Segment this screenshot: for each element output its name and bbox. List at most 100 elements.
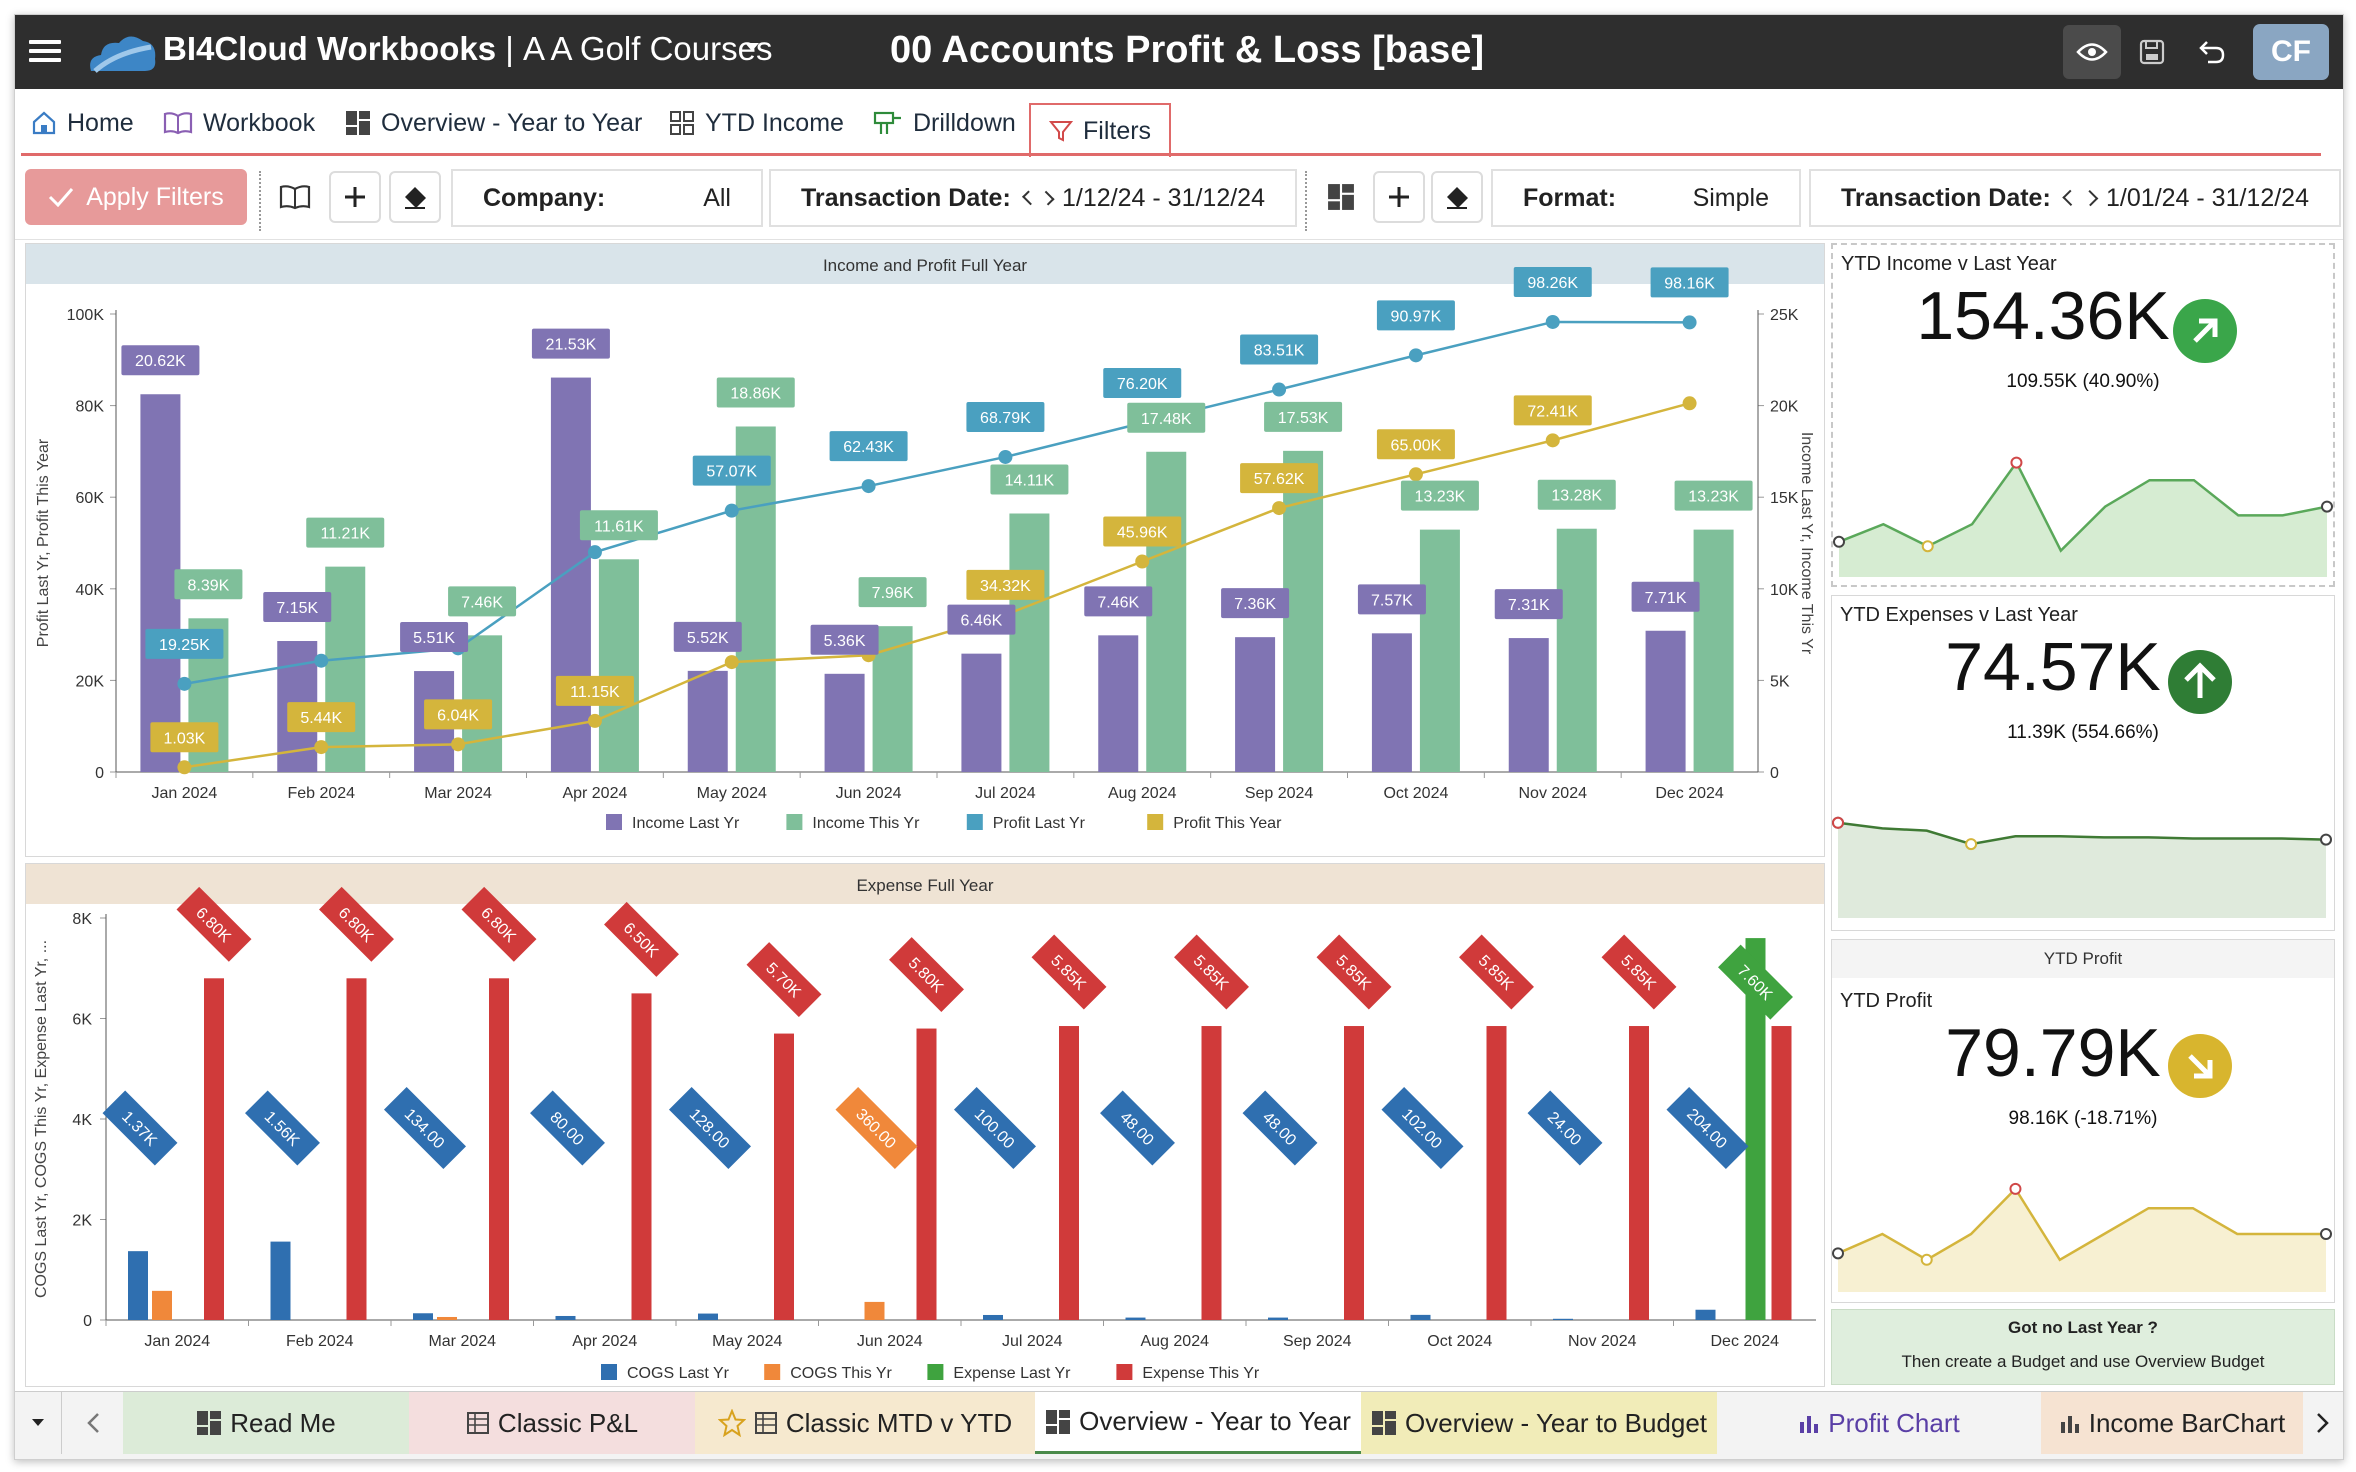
app-name: BI4Cloud Workbooks — [163, 30, 497, 67]
x-tick-label: Jun 2024 — [836, 785, 902, 802]
company-filter-value: All — [703, 183, 731, 212]
expense-chart: Expense Full Year 0 2K 4K 6K 8K COGS Last Yr, … — [26, 864, 1824, 1382]
sheet-tab-classic-pl[interactable]: Classic P&L — [409, 1392, 695, 1454]
prev-date-icon[interactable] — [1021, 190, 1037, 206]
cogs-this-yr-label-group: 360.00 — [835, 1086, 918, 1170]
transaction-date-filter-2[interactable]: Transaction Date: 1/01/24 - 31/12/24 — [1809, 169, 2341, 227]
expense-this-yr-bar — [916, 1028, 937, 1320]
sheet-tab-read-me[interactable]: Read Me — [123, 1392, 409, 1454]
layout-button[interactable] — [1315, 171, 1367, 223]
tab-overview-label: Overview - Year to Year — [381, 108, 643, 137]
user-avatar[interactable]: CF — [2253, 24, 2329, 80]
sheet-tab-label: Profit Chart — [1828, 1407, 1960, 1438]
expense-panel: Expense Full Year 0 2K 4K 6K 8K COGS Last Yr, … — [25, 863, 1825, 1387]
arrow-up-icon — [2168, 650, 2232, 714]
view-button[interactable] — [2063, 25, 2121, 79]
cogs-last-yr-label-group: 204.00 — [1666, 1086, 1749, 1170]
tab-drilldown[interactable]: Drilldown — [873, 99, 1016, 147]
income-this-yr-label-box — [1264, 401, 1343, 432]
sparkline-line — [1838, 460, 2328, 553]
income-last-yr-label-box — [810, 624, 879, 655]
x-tick-label: Oct 2024 — [1427, 1333, 1492, 1350]
profit-this-year-label: 45.96K — [1117, 525, 1168, 542]
profit-last-yr-label-box — [1376, 300, 1455, 331]
sheet-tab-profit-chart[interactable]: Profit Chart — [1717, 1392, 2041, 1454]
tab-ytd-income[interactable]: YTD Income — [669, 99, 844, 147]
chevron-right-icon — [2317, 1413, 2329, 1433]
scroll-right-button[interactable] — [2303, 1392, 2343, 1454]
profit-this-year-point — [1135, 554, 1150, 569]
table-icon — [754, 1412, 777, 1434]
arrow-down-right-icon — [2168, 1034, 2232, 1098]
tab-overview-year-to-year[interactable]: Overview - Year to Year — [345, 99, 642, 147]
profit-last-yr-label: 98.16K — [1664, 275, 1715, 292]
scroll-left-button[interactable] — [61, 1392, 123, 1454]
y-tick-label: 2K — [72, 1213, 92, 1230]
income-last-yr-bar — [1645, 630, 1686, 772]
add-filter-button[interactable] — [329, 171, 381, 223]
y-tick-label: 4K — [72, 1112, 92, 1129]
sheet-tab-income-barchart[interactable]: Income BarChart — [2041, 1392, 2303, 1454]
income-last-yr-label: 7.31K — [1508, 597, 1550, 614]
cogs-last-yr-bar — [1695, 1309, 1716, 1320]
app-title[interactable]: BI4Cloud Workbooks | A A Golf Courses — [163, 30, 772, 68]
profit-this-year-label-box — [1240, 463, 1319, 494]
profit-this-year-label-box — [424, 699, 493, 730]
bookmark-button[interactable] — [269, 171, 321, 223]
sparkline-end-point — [2320, 1228, 2332, 1240]
profit-last-yr-point — [1408, 348, 1423, 363]
expense-this-yr-label-group: 5.85K — [1316, 934, 1392, 1010]
budget-note[interactable]: Got no Last Year ? Then create a Budget … — [1831, 1309, 2335, 1385]
company-dropdown-icon[interactable] — [745, 43, 759, 51]
next-date-icon[interactable] — [1040, 190, 1056, 206]
dashboard-icon — [1046, 1409, 1071, 1434]
legend-label: Income This Yr — [812, 815, 920, 832]
income-this-yr-label: 14.11K — [1005, 473, 1055, 490]
clear-filter-button[interactable] — [389, 171, 441, 223]
expense-this-yr-bar — [774, 1033, 794, 1320]
profit-sparkline — [1832, 1182, 2332, 1292]
transaction-date-filter[interactable]: Transaction Date: 1/12/24 - 31/12/24 — [769, 169, 1297, 227]
title-bar: BI4Cloud Workbooks | A A Golf Courses 00… — [15, 15, 2343, 89]
apply-filters-button[interactable]: Apply Filters — [25, 169, 247, 225]
sheet-menu-button[interactable] — [15, 1392, 61, 1454]
tab-workbook[interactable]: Workbook — [163, 99, 315, 147]
tab-home[interactable]: Home — [31, 99, 134, 147]
company-name: A A Golf Courses — [523, 30, 773, 67]
cogs-last-yr-label-box — [530, 1090, 605, 1166]
clear-filter-button-2[interactable] — [1431, 171, 1483, 223]
sheet-tab-overview-year-to-budget[interactable]: Overview - Year to Budget — [1361, 1392, 1717, 1454]
add-filter-button-2[interactable] — [1373, 171, 1425, 223]
sheet-tab-overview-year-to-year[interactable]: Overview - Year to Year — [1035, 1392, 1361, 1454]
cogs-last-yr-bar — [413, 1313, 433, 1320]
cogs-last-yr-bar — [270, 1241, 291, 1320]
profit-last-yr-label: 83.51K — [1254, 343, 1305, 360]
next-date-icon[interactable] — [2082, 190, 2099, 206]
format-filter[interactable]: Format: Simple — [1491, 169, 1801, 227]
legend-label: Expense Last Yr — [953, 1365, 1071, 1382]
kpi-value: 79.79K — [1945, 1015, 2161, 1091]
divider — [15, 239, 2343, 240]
undo-icon — [2199, 41, 2225, 64]
save-button[interactable] — [2123, 25, 2181, 79]
tab-filters[interactable]: Filters — [1029, 103, 1172, 157]
expenses-sparkline — [1832, 816, 2332, 918]
divider — [259, 171, 261, 231]
transaction-date-2-label: Transaction Date: — [1841, 183, 2051, 212]
sheet-tab-label: Classic MTD v YTD — [785, 1407, 1013, 1438]
menu-icon[interactable] — [29, 35, 61, 69]
format-filter-value: Simple — [1692, 183, 1769, 212]
dashboard-icon — [346, 111, 370, 135]
bar-chart-icon — [2060, 1416, 2079, 1433]
kpi-header: YTD Profit — [1832, 940, 2334, 978]
prev-date-icon[interactable] — [2062, 190, 2079, 206]
note-text: Then create a Budget and use Overview Bu… — [1901, 1352, 2265, 1371]
income-last-yr-label-box — [947, 604, 1016, 635]
check-icon — [49, 188, 74, 207]
company-filter[interactable]: Company: All — [451, 169, 763, 227]
sheet-tab-classic-mtd-ytd[interactable]: Classic MTD v YTD — [695, 1392, 1035, 1454]
cogs-last-yr-label-group: 80.00 — [530, 1090, 605, 1166]
profit-last-yr-label-box — [829, 431, 908, 462]
undo-button[interactable] — [2183, 25, 2241, 79]
income-this-yr-label: 7.46K — [461, 594, 503, 611]
